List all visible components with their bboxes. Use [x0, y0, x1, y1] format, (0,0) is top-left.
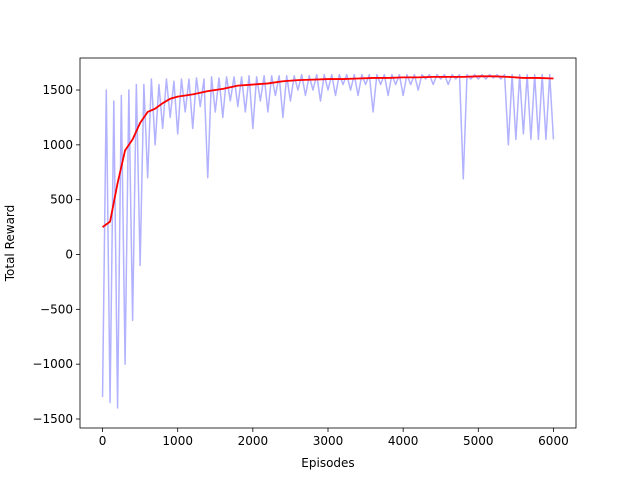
y-tick-label: 1000 — [42, 138, 73, 152]
x-tick-label: 3000 — [313, 434, 344, 448]
x-tick-label: 1000 — [162, 434, 193, 448]
x-tick-label: 0 — [99, 434, 107, 448]
y-tick-label: 500 — [50, 193, 73, 207]
y-tick-label: −500 — [40, 302, 73, 316]
x-tick-label: 5000 — [463, 434, 494, 448]
x-tick-label: 4000 — [388, 434, 419, 448]
plot-frame — [79, 57, 577, 429]
x-axis-label: Episodes — [301, 456, 354, 470]
series-line — [101, 73, 555, 409]
y-tick-label: −1000 — [32, 357, 73, 371]
x-tick-label: 2000 — [238, 434, 269, 448]
y-tick-label: −1500 — [32, 412, 73, 426]
series-line — [102, 75, 554, 228]
y-tick-label: 0 — [65, 248, 73, 262]
y-tick-label: 1500 — [42, 83, 73, 97]
x-tick-label: 6000 — [538, 434, 569, 448]
y-axis-label: Total Reward — [3, 205, 17, 283]
